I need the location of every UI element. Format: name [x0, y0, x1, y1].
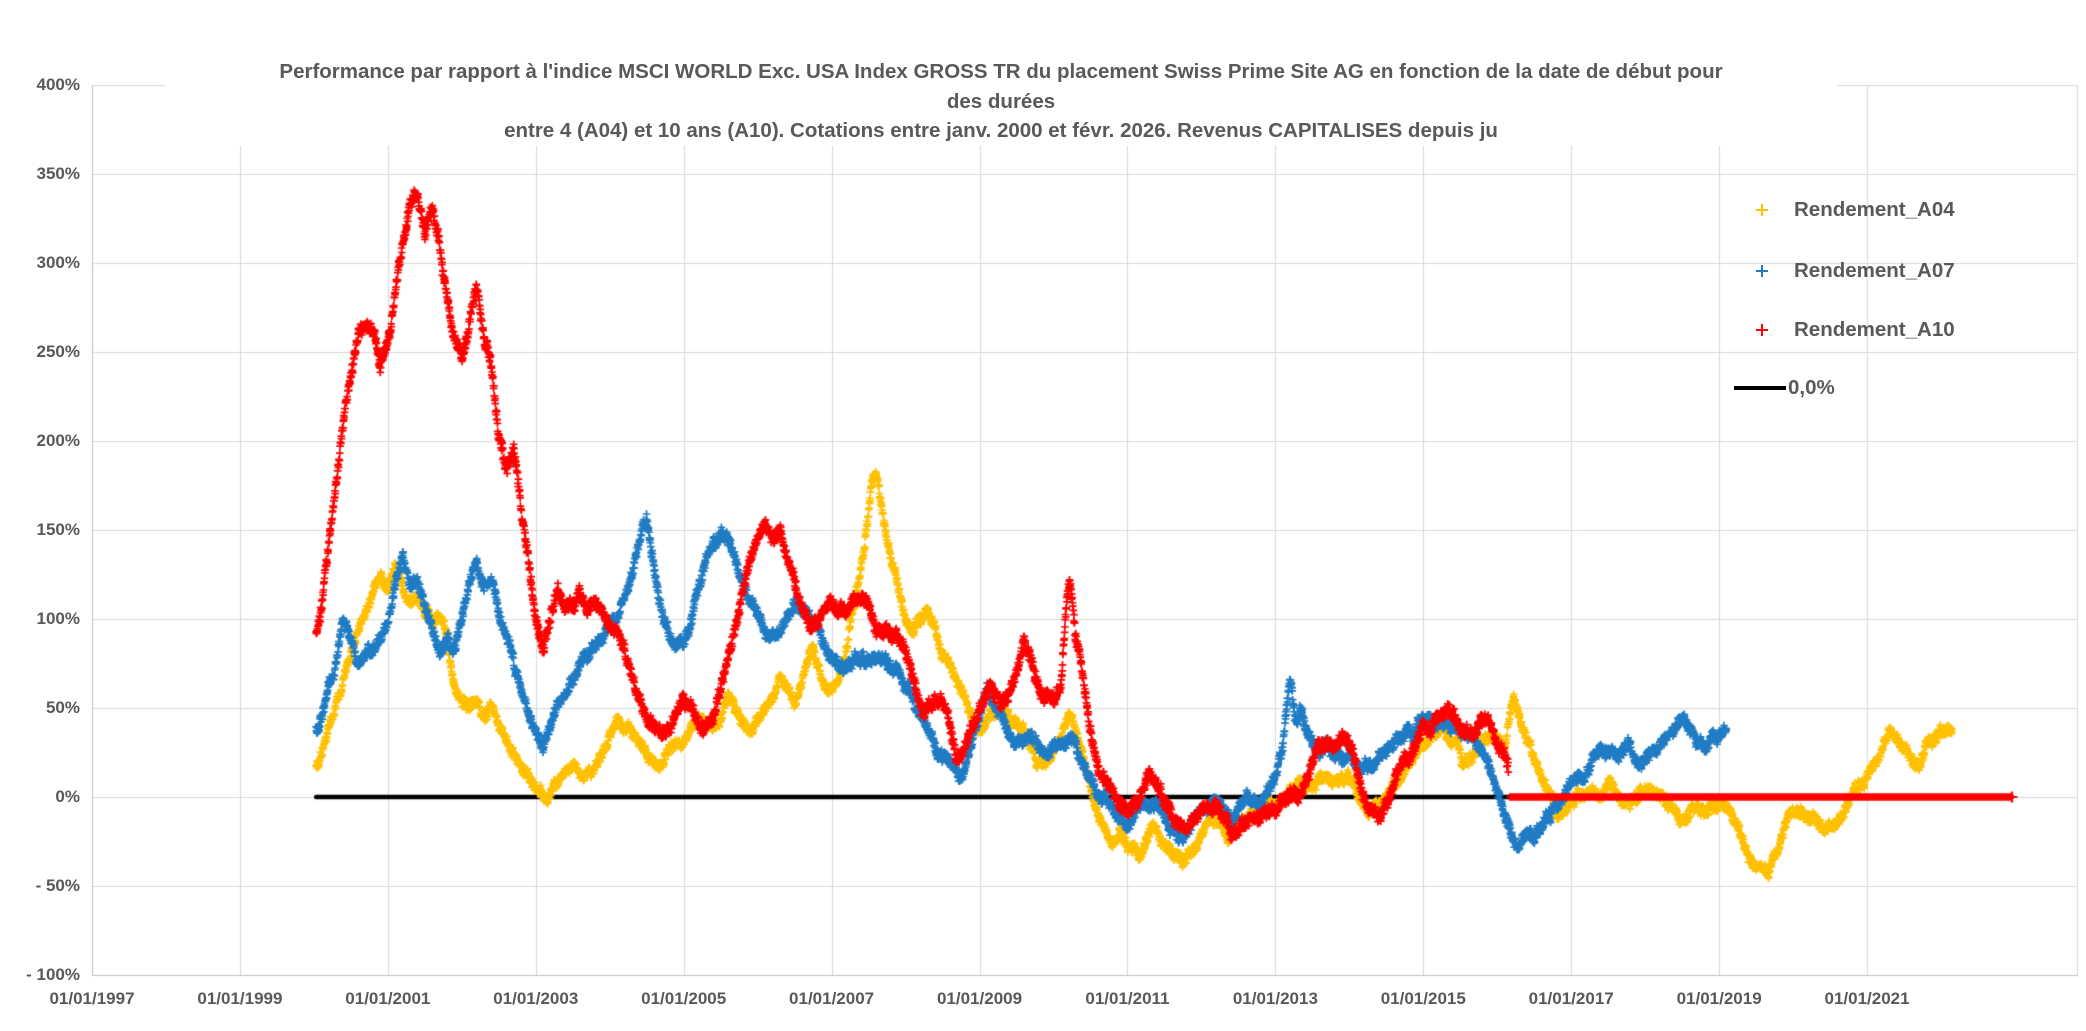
x-tick-label: 01/01/2009: [936, 989, 1023, 1008]
y-tick-label: 100%: [36, 608, 80, 628]
legend-item-rendement-a07[interactable]: Rendement_A07: [1730, 257, 2082, 285]
legend-item-rendement-a04[interactable]: Rendement_A04: [1730, 196, 2082, 224]
x-tick-label: 01/01/1999: [197, 989, 283, 1008]
legend-item-rendement-a10[interactable]: Rendement_A10: [1730, 316, 2082, 344]
x-tick-label: 01/01/2007: [789, 989, 875, 1008]
y-tick-label: 400%: [36, 74, 80, 94]
legend-item-label: 0,0%: [1788, 376, 1835, 399]
y-tick-label: - 100%: [26, 965, 80, 985]
y-tick-label: 0%: [55, 787, 80, 806]
chart-title-line-1: Performance par rapport à l'indice MSCI …: [279, 60, 1723, 83]
x-tick-label: 01/01/2013: [1232, 989, 1318, 1008]
x-tick-label: 01/01/2017: [1528, 989, 1614, 1008]
y-tick-label: 250%: [36, 341, 80, 361]
chart-title-line-2: des durées: [946, 89, 1056, 113]
x-tick-label: 01/01/1997: [49, 989, 135, 1008]
x-tick-label: 01/01/2015: [1380, 989, 1466, 1008]
x-tick-label: 01/01/2011: [1085, 989, 1170, 1008]
x-tick-label: 01/01/2001: [345, 989, 431, 1008]
y-tick-label: 300%: [36, 252, 80, 272]
x-tick-label: 01/01/2021: [1824, 989, 1910, 1008]
y-tick-label: - 50%: [35, 876, 80, 896]
y-tick-label: 350%: [36, 163, 80, 183]
chart-title: Performance par rapport à l'indice MSCI …: [165, 57, 1837, 146]
y-tick-label: 200%: [36, 430, 80, 450]
y-tick-label: 150%: [36, 519, 80, 539]
x-tick-label: 01/01/2005: [641, 989, 727, 1008]
legend-item-label: Rendement_A10: [1794, 318, 1955, 341]
legend-marker-line-icon: [1734, 386, 1786, 390]
legend-item-0-0-[interactable]: 0,0%: [1730, 374, 2082, 402]
legend-marker-plus-icon: [1756, 204, 1768, 216]
legend-marker-plus-icon: [1756, 324, 1768, 336]
x-tick-label: 01/01/2003: [493, 989, 579, 1008]
x-tick-label: 01/01/2019: [1676, 989, 1762, 1008]
legend-item-label: Rendement_A07: [1794, 259, 1955, 282]
y-tick-label: 50%: [45, 697, 80, 717]
legend-marker-plus-icon: [1756, 265, 1768, 277]
chart-title-line-3: entre 4 (A04) et 10 ans (A10). Cotations…: [504, 119, 1498, 142]
legend-item-label: Rendement_A04: [1794, 198, 1955, 221]
